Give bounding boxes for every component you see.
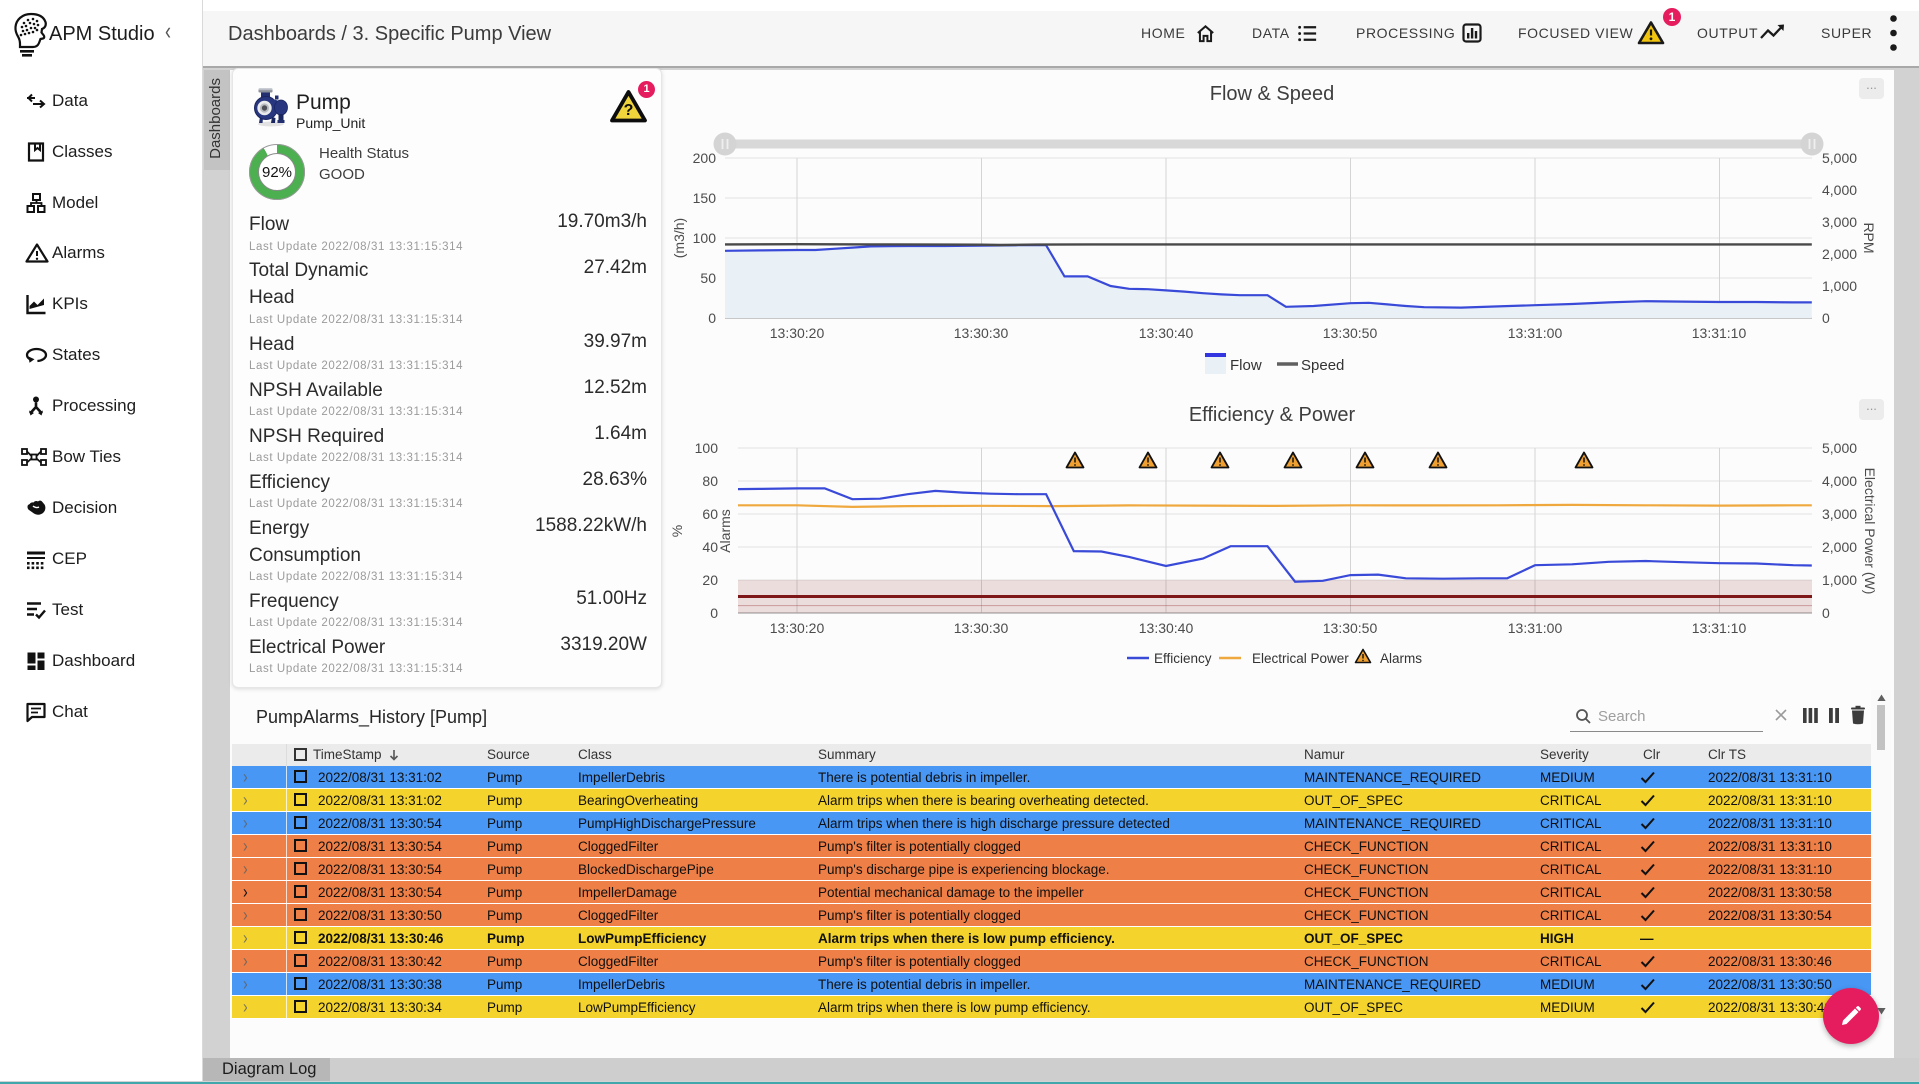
svg-text:4,000: 4,000 (1822, 473, 1857, 489)
svg-text:0: 0 (708, 310, 716, 326)
svg-text:RPM: RPM (1861, 222, 1877, 253)
svg-text:4,000: 4,000 (1822, 182, 1857, 198)
svg-text:Electrical Power: Electrical Power (1252, 651, 1349, 666)
svg-text:20: 20 (702, 572, 718, 588)
svg-text:13:31:00: 13:31:00 (1508, 620, 1563, 636)
svg-text:Alarms: Alarms (717, 509, 733, 553)
svg-text:0: 0 (710, 605, 718, 621)
svg-text:13:30:30: 13:30:30 (954, 325, 1009, 341)
svg-text:13:30:50: 13:30:50 (1323, 325, 1378, 341)
svg-text:100: 100 (693, 230, 717, 246)
svg-text:Efficiency: Efficiency (1154, 651, 1212, 666)
svg-text:Efficiency & Power: Efficiency & Power (1189, 404, 1356, 426)
svg-text:13:31:00: 13:31:00 (1508, 325, 1563, 341)
svg-text:40: 40 (702, 539, 718, 555)
svg-text:13:30:20: 13:30:20 (770, 620, 825, 636)
svg-text:0: 0 (1822, 605, 1830, 621)
svg-text:13:30:40: 13:30:40 (1139, 325, 1194, 341)
svg-text:13:30:30: 13:30:30 (954, 620, 1009, 636)
svg-text:150: 150 (693, 190, 717, 206)
svg-text:Alarms: Alarms (1380, 651, 1422, 666)
svg-text:60: 60 (702, 506, 718, 522)
svg-text:Electrical Power (W): Electrical Power (W) (1862, 468, 1878, 595)
svg-text:13:30:50: 13:30:50 (1323, 620, 1378, 636)
svg-text:3,000: 3,000 (1822, 214, 1857, 230)
svg-text:2,000: 2,000 (1822, 246, 1857, 262)
svg-text:100: 100 (695, 440, 719, 456)
svg-text:13:31:10: 13:31:10 (1692, 325, 1747, 341)
svg-text:0: 0 (1822, 310, 1830, 326)
svg-text:3,000: 3,000 (1822, 506, 1857, 522)
svg-text:5,000: 5,000 (1822, 440, 1857, 456)
svg-text:Speed: Speed (1301, 357, 1344, 374)
svg-text:50: 50 (700, 270, 716, 286)
svg-text:2,000: 2,000 (1822, 539, 1857, 555)
svg-text:5,000: 5,000 (1822, 150, 1857, 166)
svg-text:Search: Search (1598, 708, 1646, 725)
svg-text:(m3/h): (m3/h) (671, 218, 687, 258)
svg-text:Flow & Speed: Flow & Speed (1210, 83, 1335, 105)
svg-text:200: 200 (693, 150, 717, 166)
svg-text:80: 80 (702, 473, 718, 489)
svg-text:Flow: Flow (1230, 357, 1262, 374)
svg-text:13:30:20: 13:30:20 (770, 325, 825, 341)
svg-text:1,000: 1,000 (1822, 572, 1857, 588)
svg-text:1,000: 1,000 (1822, 278, 1857, 294)
svg-text:%: % (669, 525, 685, 537)
svg-text:13:30:40: 13:30:40 (1139, 620, 1194, 636)
svg-text:?: ? (624, 102, 634, 119)
svg-text:13:31:10: 13:31:10 (1692, 620, 1747, 636)
